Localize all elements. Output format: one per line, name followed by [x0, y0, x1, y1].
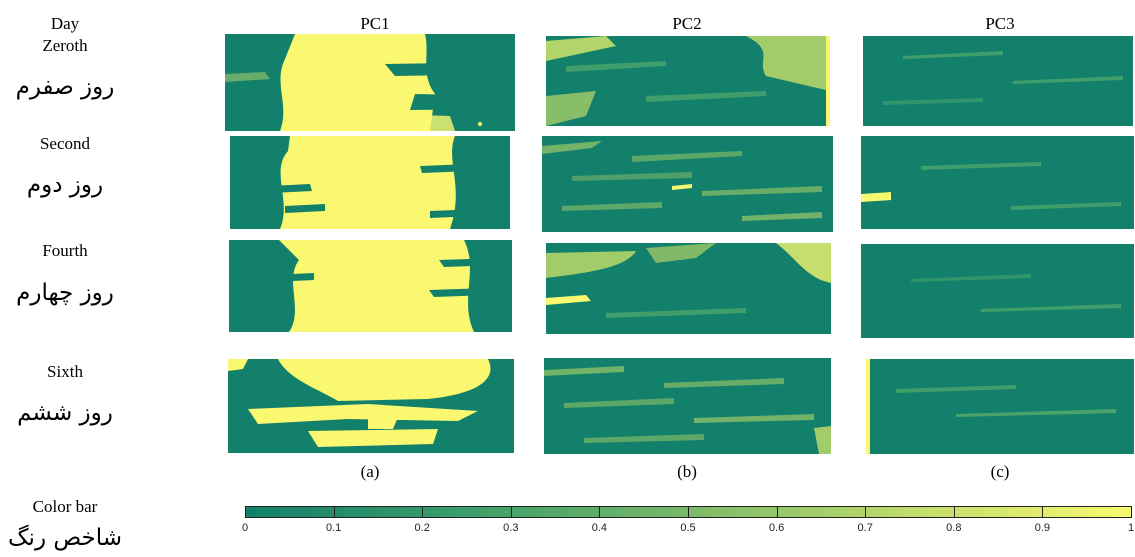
heatmap-pc1-day2 [230, 136, 510, 229]
colorbar-tick-label: 1 [1127, 522, 1135, 534]
row-label-zeroth: Zeroth [42, 36, 88, 55]
colorbar-tick-label: 0.1 [325, 522, 342, 534]
heatmap-pc3-day6 [866, 359, 1134, 454]
heatmap-pc1-day0 [225, 34, 515, 131]
row-label-sixth-persian: روز ششم [17, 400, 113, 426]
sublabel-c: (c) [990, 462, 1010, 481]
column-header-pc3: PC3 [985, 14, 1015, 33]
heatmap-pc2-day2 [542, 136, 833, 232]
heatmap-pc1-day4 [229, 240, 512, 332]
heatmap-pc3-day0 [863, 36, 1133, 126]
colorbar-tick [865, 506, 867, 518]
column-header-pc1: PC1 [360, 14, 390, 33]
column-header-pc2: PC2 [672, 14, 702, 33]
colorbar-tick-label: 0.7 [857, 522, 873, 534]
colorbar-tick [1131, 506, 1132, 518]
colorbar-label: Color bar [32, 497, 98, 516]
heatmap-pc2-day4 [546, 243, 831, 334]
colorbar-tick [422, 506, 424, 518]
colorbar-label-persian: شاخص رنگ [7, 525, 123, 551]
row-label-fourth-persian: روز چهارم [16, 280, 114, 306]
colorbar-tick-label: 0 [241, 522, 249, 534]
colorbar-tick-label: 0.8 [946, 522, 962, 534]
heatmap-pc3-day4 [861, 244, 1134, 338]
row-label-zeroth-persian: روز صفرم [15, 74, 115, 100]
heatmap-pc1-day6 [228, 359, 514, 453]
colorbar-tick [599, 506, 601, 518]
colorbar-tick-label: 0.6 [768, 522, 785, 534]
colorbar-tick-label: 0.3 [503, 522, 519, 534]
day-header: Day [50, 14, 80, 33]
row-label-second-persian: روز دوم [26, 172, 104, 198]
colorbar-tick [1042, 506, 1044, 518]
colorbar-tick [510, 506, 512, 518]
heatmap-pc2-day6 [544, 358, 831, 454]
sublabel-b: (b) [677, 462, 697, 481]
row-label-sixth: Sixth [47, 362, 83, 381]
colorbar-tick-label: 0.2 [414, 522, 430, 534]
colorbar-tick-label: 0.4 [591, 522, 608, 534]
colorbar-tick [953, 506, 955, 518]
colorbar-tick-label: 0.5 [680, 522, 696, 534]
heatmap-pc2-day0 [546, 36, 830, 126]
heatmap-pc3-day2 [861, 136, 1134, 229]
colorbar-tick-label: 0.9 [1034, 522, 1051, 534]
colorbar-tick [776, 506, 778, 518]
sublabel-a: (a) [360, 462, 380, 481]
row-label-fourth: Fourth [42, 241, 88, 260]
row-label-second: Second [39, 134, 91, 153]
colorbar-tick [333, 506, 335, 518]
colorbar-tick [245, 506, 246, 518]
colorbar-tick [688, 506, 689, 518]
